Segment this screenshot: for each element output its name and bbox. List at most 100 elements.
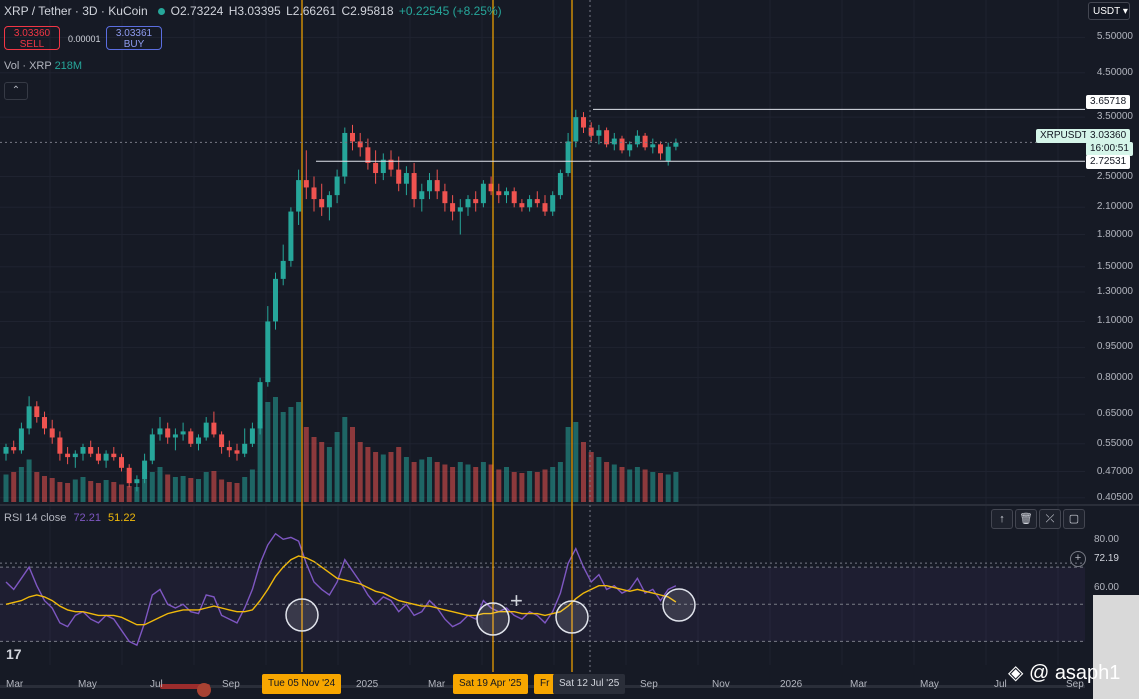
volume-bar: [396, 447, 402, 502]
time-tick-label: Sep: [1066, 679, 1084, 690]
candles: [3, 109, 679, 492]
candle-body: [203, 422, 209, 438]
volume-bar: [196, 479, 201, 502]
candle-body: [419, 191, 425, 200]
volume-bar: [557, 462, 563, 502]
price-tick-label: 0.40500: [1096, 491, 1133, 503]
volume-bar: [465, 464, 471, 502]
add-plus-icon[interactable]: +: [1070, 551, 1086, 567]
buy-button[interactable]: 3.03361 BUY: [106, 26, 162, 50]
volume-bar: [342, 417, 348, 502]
volume-bar: [673, 472, 679, 502]
volume-bar: [480, 462, 486, 502]
candle-body: [534, 199, 540, 204]
time-tick-label: Sep: [640, 679, 658, 690]
candle-body: [273, 278, 278, 322]
price-tick-label: 2.50000: [1096, 170, 1133, 182]
candle-body: [519, 203, 525, 208]
volume-bar: [226, 482, 232, 502]
price-tick-label: 1.30000: [1096, 285, 1133, 297]
candle-body: [80, 447, 86, 454]
date-marker-4: Sat 12 Jul '25: [553, 674, 626, 694]
candle-body: [157, 428, 163, 435]
time-tick-label: 2026: [780, 679, 803, 690]
volume-bar: [627, 469, 633, 502]
symbol-title[interactable]: XRP / Tether · 3D · KuCoin: [4, 4, 148, 18]
volume-bar: [303, 427, 309, 502]
candle-body: [249, 428, 255, 444]
candle-body: [542, 203, 548, 212]
candle-body: [611, 138, 617, 145]
spread-value: 0.00001: [68, 34, 101, 44]
highlight-circle: [285, 598, 319, 632]
candle-body: [296, 180, 302, 212]
volume-bar: [142, 479, 148, 502]
candle-body: [496, 191, 502, 196]
volume-bar: [311, 437, 317, 502]
delete-pane-button[interactable]: 🗑: [1015, 509, 1037, 529]
price-tick-label: 2.10000: [1096, 201, 1133, 213]
candle-body: [365, 147, 371, 163]
rsi-current-tag: 72.19: [1093, 553, 1119, 564]
collapse-legend-button[interactable]: ⌃: [4, 82, 28, 100]
time-tick-label: Jul: [150, 679, 163, 690]
volume-bar: [326, 447, 332, 502]
volume-bar: [72, 479, 78, 502]
candle-body: [604, 130, 610, 145]
candle-body: [319, 199, 325, 208]
date-marker-1: Tue 05 Nov '24: [262, 674, 342, 694]
candle-body: [188, 431, 194, 444]
move-up-button[interactable]: ↑: [991, 509, 1013, 529]
volume-bar: [134, 487, 140, 502]
volume-bar: [604, 462, 610, 502]
volume-bar: [427, 457, 432, 502]
volume-bar: [488, 464, 494, 502]
time-tick-label: Jul: [994, 679, 1007, 690]
candle-body: [126, 467, 132, 484]
volume-bar: [380, 454, 386, 502]
candle-body: [673, 142, 679, 147]
symbol-tag: XRPUSDT: [1036, 129, 1092, 143]
price-tick-label: 0.55000: [1096, 437, 1133, 449]
time-tick-label: Nov: [712, 679, 730, 690]
grid-lines: [0, 0, 1139, 665]
volume-bar: [95, 483, 101, 502]
maximize-pane-button[interactable]: ▢: [1063, 509, 1085, 529]
price-tick-label: 3.50000: [1096, 111, 1133, 123]
tradingview-logo[interactable]: 17: [6, 646, 22, 662]
volume-bar: [273, 397, 278, 502]
volume-bar: [419, 459, 425, 502]
current-price-tag: 3.03360: [1086, 129, 1131, 143]
price-tick-label: 0.47000: [1096, 465, 1133, 477]
collapse-pane-button[interactable]: ⤫: [1039, 509, 1061, 529]
price-tick-label: 5.50000: [1096, 31, 1133, 43]
close-value: C2.95818: [341, 4, 394, 18]
volume-label: Vol · XRP: [4, 60, 52, 72]
volume-bar: [365, 447, 371, 502]
candle-body: [3, 447, 9, 454]
candle-body: [350, 132, 355, 142]
currency-selector[interactable]: USDT ▾: [1088, 2, 1130, 20]
volume-bar: [642, 469, 648, 502]
candle-body: [280, 260, 286, 279]
rsi-lines: [5, 532, 677, 647]
candle-body: [34, 406, 40, 418]
change-value: +0.22545 (+8.25%): [398, 4, 502, 18]
volume-bar: [373, 452, 379, 502]
volume-bar: [450, 467, 456, 502]
volume-bar: [511, 472, 517, 502]
volume-bar: [111, 482, 117, 502]
candle-body: [242, 443, 248, 454]
volume-bar: [257, 422, 263, 502]
sell-button[interactable]: 3.03360 SELL: [4, 26, 60, 50]
volume-bar: [496, 469, 502, 502]
candle-body: [581, 117, 586, 128]
candle-body: [573, 117, 579, 142]
rsi-axis-80: 80.00: [1093, 534, 1119, 545]
candle-body: [450, 203, 456, 212]
volume-bar: [165, 474, 171, 502]
countdown-tag: 16:00:51: [1086, 142, 1133, 156]
candle-body: [42, 417, 47, 429]
volume-legend: Vol · XRP 218M: [4, 60, 82, 72]
